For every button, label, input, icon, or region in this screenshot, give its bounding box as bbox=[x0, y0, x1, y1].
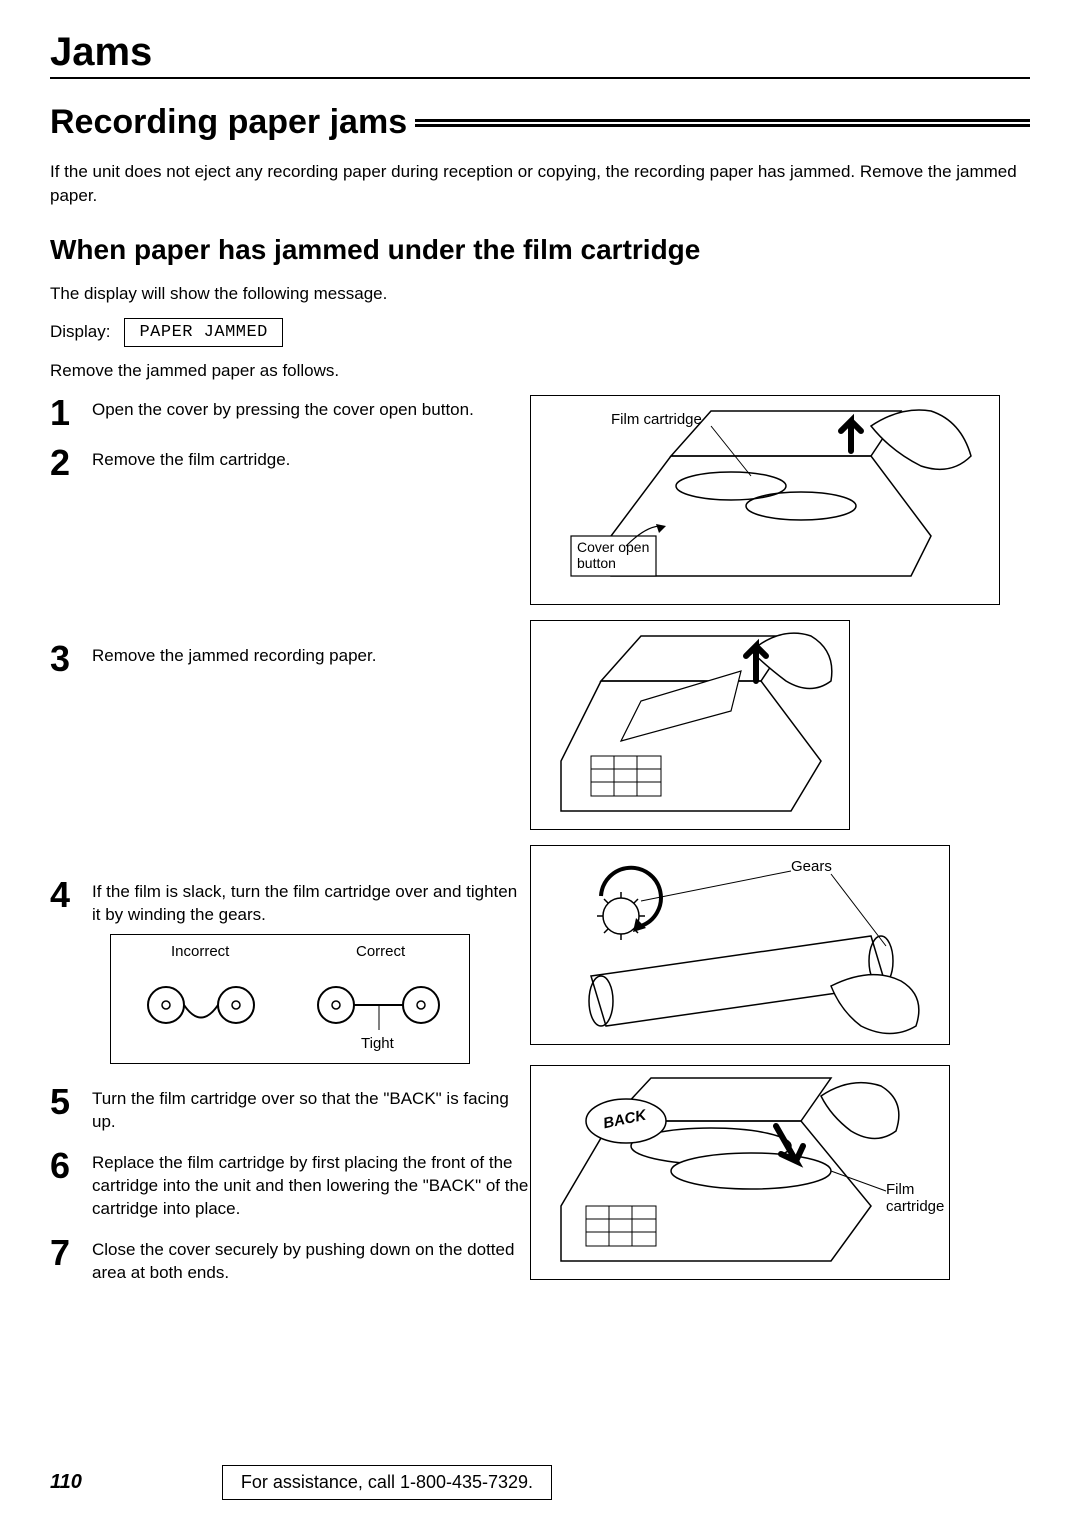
label-incorrect: Incorrect bbox=[171, 943, 229, 960]
footer: 110 For assistance, call 1-800-435-7329. bbox=[50, 1465, 1030, 1500]
label-gears: Gears bbox=[791, 858, 832, 875]
content-area: 1 Open the cover by pressing the cover o… bbox=[50, 395, 1030, 1445]
step-7: 7 Close the cover securely by pushing do… bbox=[50, 1235, 530, 1285]
step-4: 4 If the film is slack, turn the film ca… bbox=[50, 877, 530, 927]
step-3: 3 Remove the jammed recording paper. bbox=[50, 641, 530, 677]
step-number: 3 bbox=[50, 641, 76, 677]
step-text: If the film is slack, turn the film cart… bbox=[92, 877, 530, 927]
step-text: Remove the film cartridge. bbox=[92, 445, 290, 481]
step-number: 4 bbox=[50, 877, 76, 927]
label-film-cartridge: Film cartridge bbox=[611, 411, 702, 428]
inline-figure: Incorrect Correct Tight bbox=[110, 934, 470, 1064]
figure-2 bbox=[530, 620, 850, 830]
label-film-cartridge-2: Film cartridge bbox=[886, 1181, 944, 1215]
figure-1: Film cartridge Cover open button bbox=[530, 395, 1000, 605]
display-intro: The display will show the following mess… bbox=[50, 284, 1030, 304]
page-number: 110 bbox=[50, 1471, 82, 1494]
figure-3: Gears bbox=[530, 845, 950, 1045]
step-5: 5 Turn the film cartridge over so that t… bbox=[50, 1084, 530, 1134]
steps-column: 1 Open the cover by pressing the cover o… bbox=[50, 395, 530, 1285]
section-title-row: Recording paper jams bbox=[50, 103, 1030, 142]
step-number: 6 bbox=[50, 1148, 76, 1221]
title-rule bbox=[415, 119, 1030, 127]
step-text: Replace the film cartridge by first plac… bbox=[92, 1148, 530, 1221]
step-number: 7 bbox=[50, 1235, 76, 1285]
step-6: 6 Replace the film cartridge by first pl… bbox=[50, 1148, 530, 1221]
page-title: Jams bbox=[50, 30, 1030, 79]
step-text: Turn the film cartridge over so that the… bbox=[92, 1084, 530, 1134]
step-number: 5 bbox=[50, 1084, 76, 1134]
intro-text: If the unit does not eject any recording… bbox=[50, 160, 1030, 208]
step-number: 2 bbox=[50, 445, 76, 481]
step-text: Remove the jammed recording paper. bbox=[92, 641, 376, 677]
label-tight: Tight bbox=[361, 1035, 394, 1052]
display-label: Display: bbox=[50, 322, 110, 342]
step-number: 1 bbox=[50, 395, 76, 431]
remove-intro: Remove the jammed paper as follows. bbox=[50, 361, 1030, 381]
subheading: When paper has jammed under the film car… bbox=[50, 234, 1030, 266]
label-cover-open: Cover open button bbox=[577, 539, 649, 571]
figure-4: BACK Film cartridge bbox=[530, 1065, 950, 1280]
display-box: PAPER JAMMED bbox=[124, 318, 282, 347]
step-text: Open the cover by pressing the cover ope… bbox=[92, 395, 474, 431]
assist-box: For assistance, call 1-800-435-7329. bbox=[222, 1465, 552, 1500]
label-correct: Correct bbox=[356, 943, 405, 960]
display-row: Display: PAPER JAMMED bbox=[50, 318, 1030, 347]
step-text: Close the cover securely by pushing down… bbox=[92, 1235, 530, 1285]
step-2: 2 Remove the film cartridge. bbox=[50, 445, 530, 481]
section-title: Recording paper jams bbox=[50, 103, 407, 142]
step-1: 1 Open the cover by pressing the cover o… bbox=[50, 395, 530, 431]
